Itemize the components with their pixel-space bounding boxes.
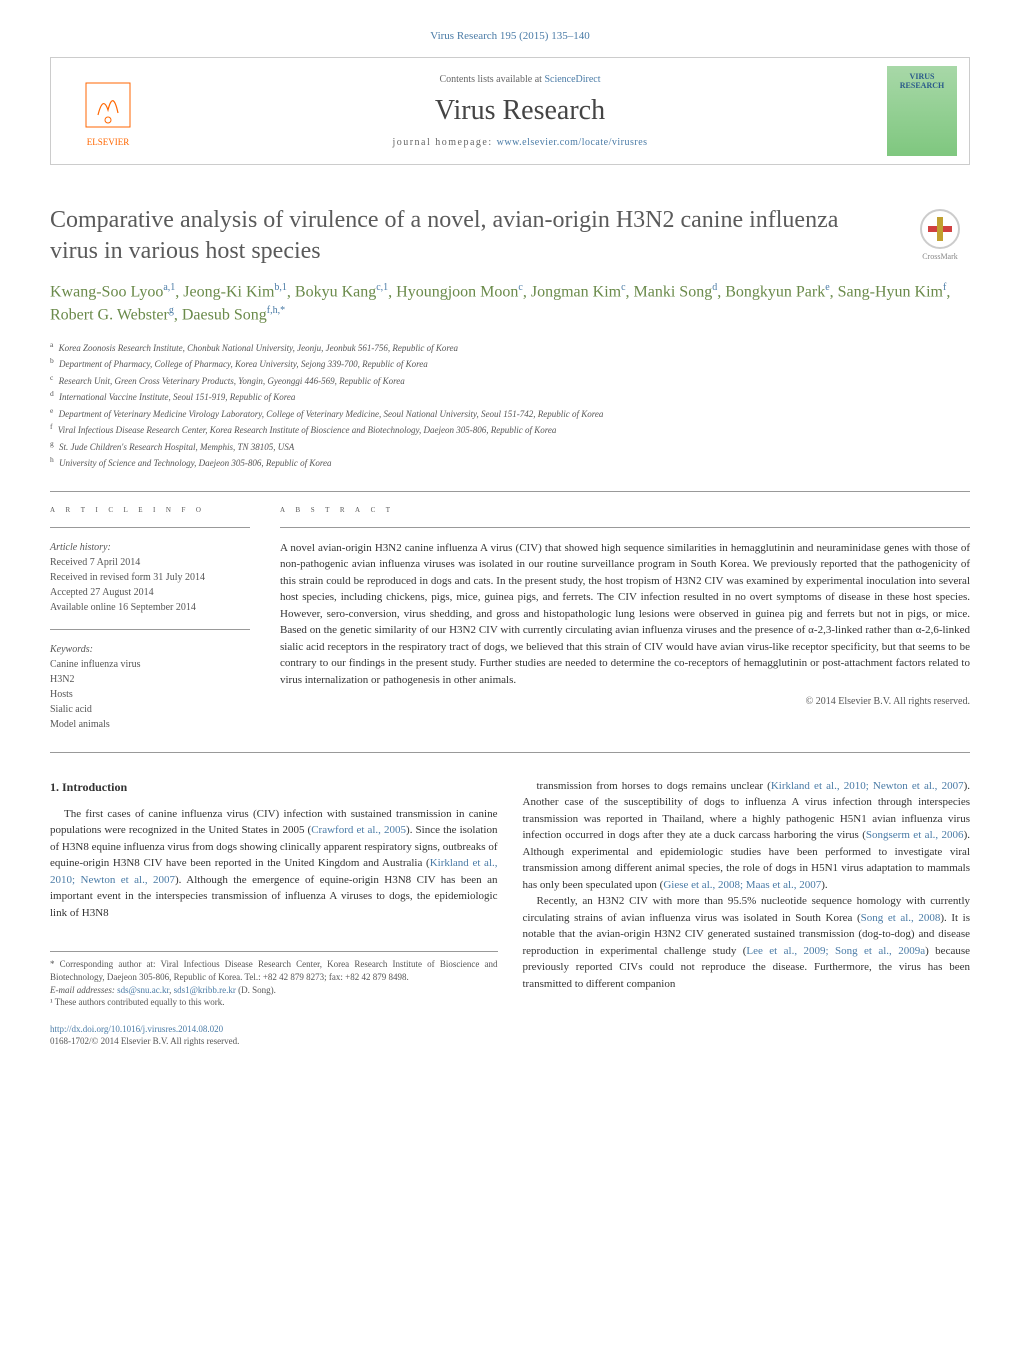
divider xyxy=(50,491,970,492)
affiliations-list: a Korea Zoonosis Research Institute, Cho… xyxy=(50,339,970,471)
email-link[interactable]: sds1@kribb.re.kr xyxy=(174,985,236,995)
keyword: Hosts xyxy=(50,687,250,702)
section-heading-intro: 1. Introduction xyxy=(50,778,498,796)
journal-homepage: journal homepage: www.elsevier.com/locat… xyxy=(153,137,887,148)
journal-header: ELSEVIER Contents lists available at Sci… xyxy=(50,57,970,165)
issn-copyright: 0168-1702/© 2014 Elsevier B.V. All right… xyxy=(50,1035,498,1048)
body-paragraph: The first cases of canine influenza viru… xyxy=(50,806,498,922)
footnotes: * Corresponding author at: Viral Infecti… xyxy=(50,951,498,1048)
article-info-heading: a r t i c l e i n f o xyxy=(50,504,250,515)
history-line: Accepted 27 August 2014 xyxy=(50,585,250,600)
keywords-label: Keywords: xyxy=(50,642,250,657)
affiliation-line: g St. Jude Children's Research Hospital,… xyxy=(50,438,970,455)
keyword: H3N2 xyxy=(50,672,250,687)
journal-name: Virus Research xyxy=(153,95,887,127)
equal-contribution-note: ¹ These authors contributed equally to t… xyxy=(50,996,498,1009)
crossmark-badge[interactable]: CrossMark xyxy=(910,209,970,269)
body-text: 1. Introduction The first cases of canin… xyxy=(50,778,970,1048)
journal-reference: Virus Research 195 (2015) 135–140 xyxy=(50,30,970,42)
journal-cover-thumbnail: VIRUS RESEARCH xyxy=(887,66,957,156)
history-line: Received 7 April 2014 xyxy=(50,555,250,570)
abstract-section: a b s t r a c t A novel avian-origin H3N… xyxy=(280,504,970,732)
email-line: E-mail addresses: sds@snu.ac.kr, sds1@kr… xyxy=(50,984,498,997)
affiliation-line: h University of Science and Technology, … xyxy=(50,454,970,471)
keyword: Sialic acid xyxy=(50,702,250,717)
affiliation-line: a Korea Zoonosis Research Institute, Cho… xyxy=(50,339,970,356)
history-line: Received in revised form 31 July 2014 xyxy=(50,570,250,585)
contents-available: Contents lists available at ScienceDirec… xyxy=(153,74,887,85)
affiliation-line: e Department of Veterinary Medicine Viro… xyxy=(50,405,970,422)
citation-link[interactable]: Song et al., 2008 xyxy=(861,912,941,924)
citation-link[interactable]: Lee et al., 2009; Song et al., 2009a xyxy=(746,945,925,957)
citation-link[interactable]: Songserm et al., 2006 xyxy=(866,829,964,841)
citation-link[interactable]: Kirkland et al., 2010; Newton et al., 20… xyxy=(771,780,964,792)
history-label: Article history: xyxy=(50,540,250,555)
history-line: Available online 16 September 2014 xyxy=(50,600,250,615)
sciencedirect-link[interactable]: ScienceDirect xyxy=(544,74,600,85)
body-paragraph: transmission from horses to dogs remains… xyxy=(523,778,971,894)
corresponding-author-note: * Corresponding author at: Viral Infecti… xyxy=(50,958,498,983)
abstract-copyright: © 2014 Elsevier B.V. All rights reserved… xyxy=(280,696,970,707)
affiliation-line: b Department of Pharmacy, College of Pha… xyxy=(50,355,970,372)
homepage-link[interactable]: www.elsevier.com/locate/virusres xyxy=(497,137,648,148)
body-paragraph: Recently, an H3N2 CIV with more than 95.… xyxy=(523,893,971,992)
keyword: Model animals xyxy=(50,717,250,732)
abstract-heading: a b s t r a c t xyxy=(280,504,970,515)
affiliation-line: f Viral Infectious Disease Research Cent… xyxy=(50,421,970,438)
citation-link[interactable]: Crawford et al., 2005 xyxy=(311,824,406,836)
affiliation-line: c Research Unit, Green Cross Veterinary … xyxy=(50,372,970,389)
affiliation-line: d International Vaccine Institute, Seoul… xyxy=(50,388,970,405)
keyword: Canine influenza virus xyxy=(50,657,250,672)
doi-link[interactable]: http://dx.doi.org/10.1016/j.virusres.201… xyxy=(50,1024,223,1034)
elsevier-logo: ELSEVIER xyxy=(63,66,153,156)
authors-list: Kwang-Soo Lyooa,1, Jeong-Ki Kimb,1, Boky… xyxy=(50,281,970,326)
article-info: a r t i c l e i n f o Article history: R… xyxy=(50,504,250,732)
abstract-text: A novel avian-origin H3N2 canine influen… xyxy=(280,540,970,689)
article-title: Comparative analysis of virulence of a n… xyxy=(50,205,970,267)
email-link[interactable]: sds@snu.ac.kr xyxy=(117,985,169,995)
citation-link[interactable]: Giese et al., 2008; Maas et al., 2007 xyxy=(663,879,821,891)
